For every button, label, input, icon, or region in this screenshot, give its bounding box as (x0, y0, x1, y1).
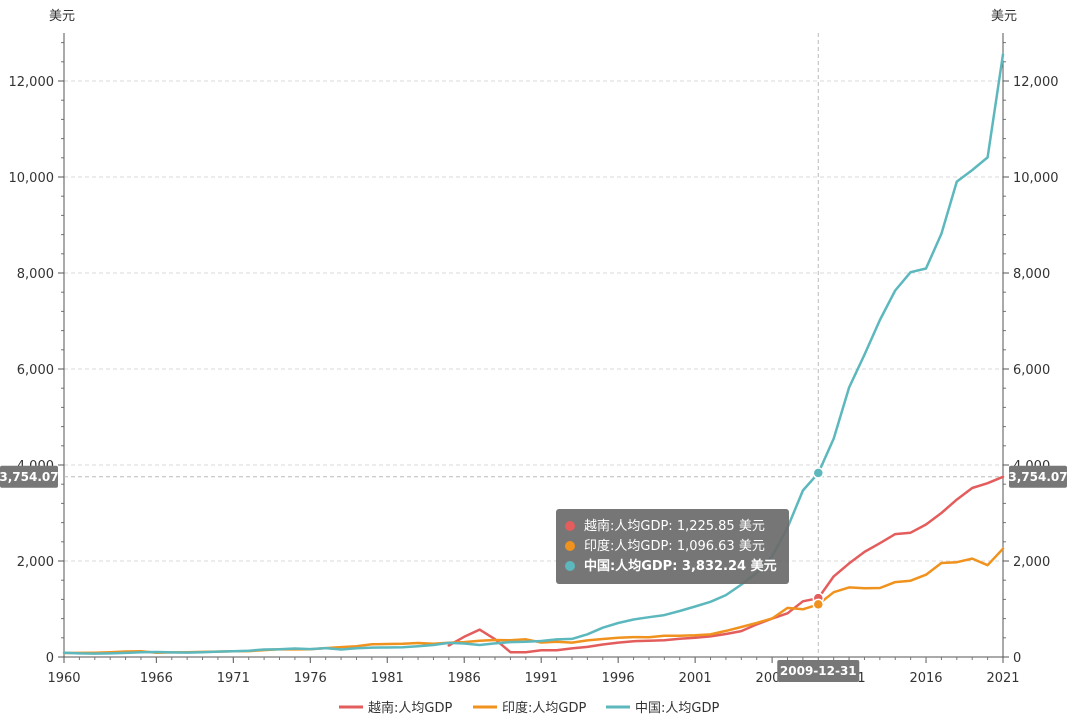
x-tick-label: 1971 (217, 671, 250, 686)
y-crosshair-flag-left: 3,754.07 (0, 465, 59, 488)
y-tick-label-right: 0 (1013, 651, 1021, 666)
y-crosshair-flag-right: 3,754.07 (1008, 465, 1068, 488)
x-tick-label: 1976 (294, 671, 327, 686)
series-line-india[interactable] (62, 547, 1005, 655)
hover-markers (812, 467, 825, 611)
y-tick-label-left: 6,000 (17, 363, 54, 378)
series-lines[interactable] (62, 53, 1005, 655)
y-tick-label-left: 12,000 (9, 75, 55, 90)
y-tick-label-left: 2,000 (17, 555, 54, 570)
right-axis-unit: 美元 (991, 9, 1017, 24)
x-tick-label: 1960 (47, 671, 80, 686)
x-tick-label: 2001 (679, 671, 712, 686)
x-tick-label: 1996 (602, 671, 635, 686)
tooltip: 越南:人均GDP: 1,225.85 美元 印度:人均GDP: 1,096.63… (556, 509, 789, 584)
x-crosshair-flag-label: 2009-12-31 (780, 664, 857, 678)
grid-lines (64, 80, 1003, 562)
y-tick-label-right: 10,000 (1013, 171, 1059, 186)
tooltip-box (556, 509, 789, 584)
x-tick-label: 1986 (448, 671, 481, 686)
y-tick-label-left: 10,000 (9, 171, 55, 186)
y-tick-label-left: 0 (46, 651, 54, 666)
x-tick-label: 1981 (371, 671, 404, 686)
tooltip-row-india: 印度:人均GDP: 1,096.63 美元 (584, 538, 765, 554)
tooltip-swatch-vietnam (565, 521, 575, 531)
x-tick-label: 1991 (525, 671, 558, 686)
legend-item-china[interactable]: 中国:人均GDP (635, 701, 719, 716)
legend-item-india[interactable]: 印度:人均GDP (502, 700, 586, 716)
tooltip-row-china: 中国:人均GDP: 3,832.24 美元 (584, 558, 777, 574)
y-tick-label-right: 2,000 (1013, 555, 1050, 570)
tooltip-swatch-india (565, 541, 575, 551)
x-crosshair-flag: 2009-12-31 (777, 660, 860, 682)
hover-point-india (812, 598, 825, 611)
x-tick-label: 2016 (909, 671, 942, 686)
y-crosshair-flag-left-label: 3,754.07 (0, 470, 59, 484)
y-tick-label-right: 8,000 (1013, 267, 1050, 282)
x-tick-label: 2021 (986, 671, 1019, 686)
x-tick-label: 1966 (140, 671, 173, 686)
y-tick-label-right: 12,000 (1013, 75, 1059, 90)
axes: 美元 美元 002,0002,0004,0004,0006,0006,0008,… (9, 9, 1059, 686)
y-tick-label-left: 8,000 (17, 267, 54, 282)
tooltip-swatch-china (565, 561, 575, 571)
tooltip-row-vietnam: 越南:人均GDP: 1,225.85 美元 (584, 518, 765, 534)
hover-point-china (812, 467, 825, 479)
series-line-vietnam[interactable] (447, 475, 1005, 654)
y-crosshair-flag-left-box (0, 465, 58, 488)
left-axis-unit: 美元 (49, 9, 75, 24)
y-tick-label-right: 6,000 (1013, 363, 1050, 378)
y-crosshair-flag-right-box (1009, 465, 1067, 488)
x-crosshair-flag-box (777, 660, 860, 682)
y-crosshair-flag-right-label: 3,754.07 (1008, 470, 1067, 484)
legend-item-vietnam[interactable]: 越南:人均GDP (368, 700, 452, 716)
series-line-china[interactable] (62, 53, 1005, 655)
legend[interactable]: 越南:人均GDP 印度:人均GDP 中国:人均GDP (339, 700, 719, 716)
